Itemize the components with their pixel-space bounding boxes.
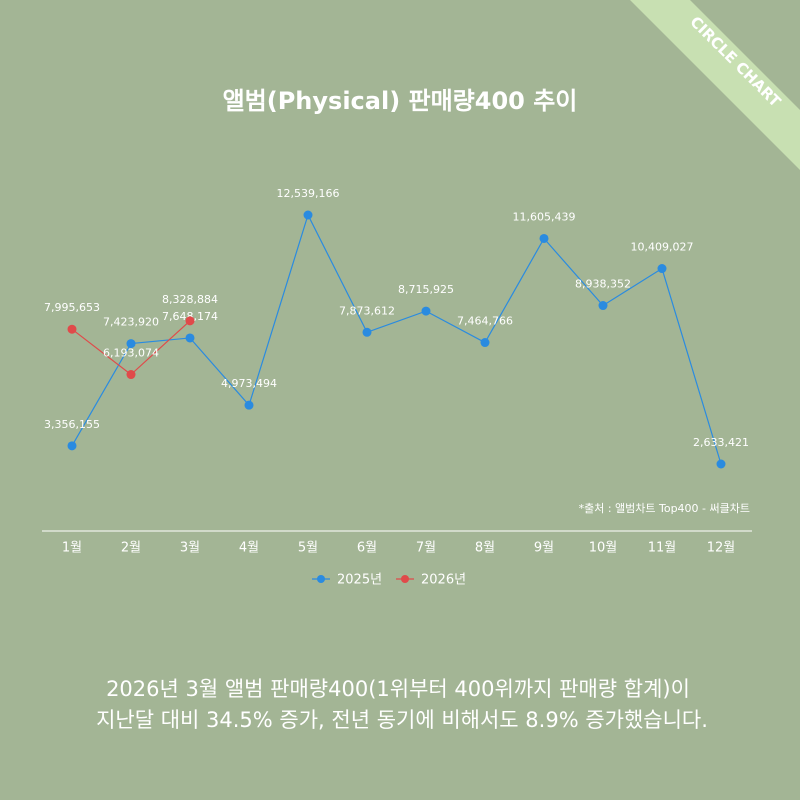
x-tick-label: 4월	[239, 541, 259, 556]
data-label: 11,605,439	[513, 210, 576, 223]
data-point	[126, 339, 136, 349]
x-tick-label: 7월	[416, 541, 436, 556]
corner-ribbon	[630, 0, 800, 170]
x-tick-label: 1월	[62, 541, 82, 556]
legend-label: 2026년	[421, 573, 466, 588]
x-tick-label: 3월	[180, 541, 200, 556]
x-tick-label: 6월	[357, 541, 377, 556]
data-label: 12,539,166	[277, 187, 340, 200]
data-point	[716, 459, 726, 469]
data-label: 10,409,027	[631, 241, 694, 254]
data-point	[303, 210, 313, 220]
data-label: 7,423,920	[103, 316, 159, 329]
x-tick-label: 5월	[298, 541, 318, 556]
data-point	[126, 370, 136, 380]
caption-line: 지난달 대비 34.5% 증가, 전년 동기에 비해서도 8.9% 증가했습니다…	[96, 708, 708, 732]
data-point	[362, 327, 372, 337]
legend-marker	[401, 575, 409, 583]
data-point	[480, 338, 490, 348]
data-label: 4,973,494	[221, 377, 277, 390]
data-label: 8,938,352	[575, 278, 631, 291]
chart-title: 앨범(Physical) 판매량400 추이	[223, 87, 578, 115]
data-label: 7,873,612	[339, 304, 395, 317]
data-point	[244, 400, 254, 410]
data-point	[598, 301, 608, 311]
data-point	[67, 324, 77, 334]
legend-label: 2025년	[337, 573, 382, 588]
x-tick-label: 9월	[534, 541, 554, 556]
data-label: 7,464,766	[457, 315, 513, 328]
data-label: 7,995,653	[44, 301, 100, 314]
legend-marker	[317, 575, 325, 583]
x-tick-label: 8월	[475, 541, 495, 556]
data-point	[67, 441, 77, 451]
data-point	[657, 264, 667, 274]
caption-line: 2026년 3월 앨범 판매량400(1위부터 400위까지 판매량 합계)이	[106, 677, 690, 701]
data-label: 3,356,155	[44, 418, 100, 431]
x-tick-label: 12월	[707, 541, 736, 556]
data-label: 8,328,884	[162, 293, 218, 306]
data-point	[185, 316, 195, 326]
x-tick-label: 11월	[648, 541, 677, 556]
series-line	[71, 213, 722, 465]
data-label: 2,633,421	[693, 436, 749, 449]
data-point	[185, 333, 195, 343]
data-point	[421, 306, 431, 316]
data-label: 8,715,925	[398, 283, 454, 296]
x-tick-label: 2월	[121, 541, 141, 556]
x-tick-label: 10월	[589, 541, 618, 556]
source-note: *출처 : 앨범차트 Top400 - 써클차트	[579, 502, 750, 515]
data-label: 6,193,074	[103, 347, 159, 360]
data-point	[539, 233, 549, 243]
